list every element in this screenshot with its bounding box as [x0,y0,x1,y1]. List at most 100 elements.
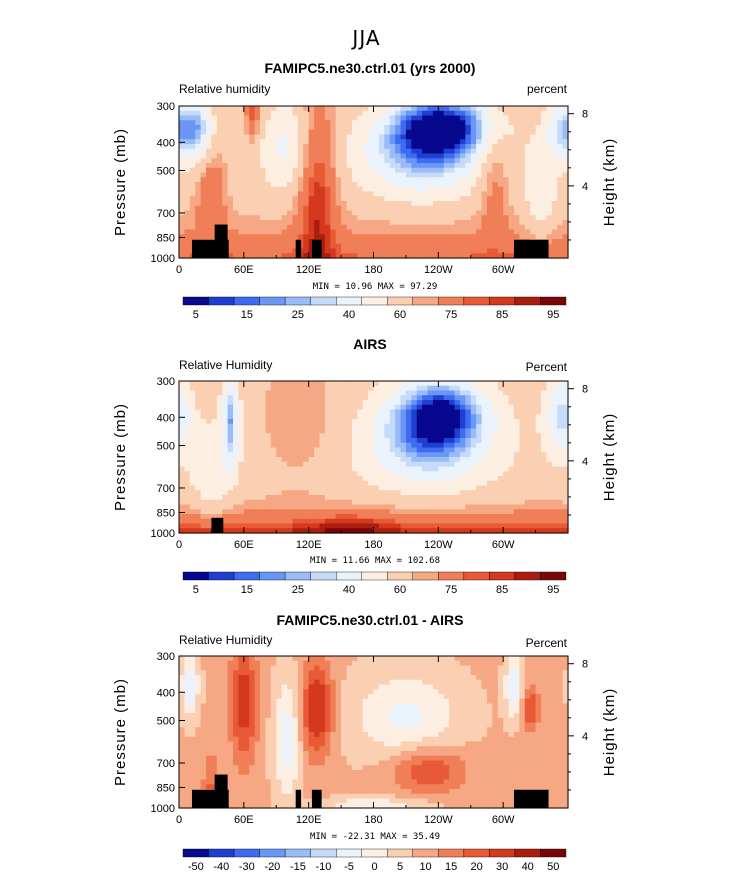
heatmap-cell [546,167,553,174]
heatmap-cell [373,433,380,439]
heatmap-cell [551,423,558,430]
heatmap-cell [470,167,477,174]
heatmap-cell [411,447,418,453]
heatmap-cell [427,253,434,259]
heatmap-cell [287,196,294,202]
heatmap-cell [535,224,542,231]
heatmap-cell [432,395,439,401]
heatmap-cell [432,452,439,458]
heatmap-cell [184,248,191,254]
heatmap-cell [497,239,504,245]
heatmap-cell [389,201,396,207]
heatmap-cell [443,414,450,420]
heatmap-cell [427,490,434,496]
heatmap-cell [254,447,261,453]
heatmap-cell [384,385,391,392]
heatmap-cell [535,660,542,667]
heatmap-cell [454,125,461,131]
heatmap-cell [319,509,326,515]
heatmap-cell [281,172,288,178]
heatmap-cell [432,656,439,662]
heatmap-cell [260,471,267,477]
heatmap-cell [416,220,423,226]
heatmap-cell [184,120,191,126]
heatmap-cell [276,442,283,449]
heatmap-cell [438,210,445,216]
heatmap-cell [486,115,493,121]
heatmap-cell [211,153,218,159]
heatmap-cell [292,243,299,250]
heatmap-cell [297,134,304,140]
heatmap-cell [411,466,418,472]
heatmap-cell [465,656,472,662]
heatmap-cell [562,172,569,178]
heatmap-cell [270,191,277,197]
heatmap-cell [378,182,385,188]
heatmap-cell [540,385,547,392]
heatmap-cell [254,504,261,510]
heatmap-cell [422,191,429,197]
heatmap-cell [330,476,337,482]
heatmap-cell [492,442,499,449]
heatmap-cell [384,167,391,174]
heatmap-cell [449,125,456,131]
heatmap-cell [546,129,553,136]
heatmap-cell [357,153,364,159]
heatmap-cell [508,186,515,193]
heatmap-cell [303,423,310,430]
heatmap-cell [530,466,537,472]
heatmap-cell [324,139,331,145]
heatmap-cell [454,518,461,525]
heatmap-cell [438,115,445,121]
heatmap-cell [346,395,353,401]
heatmap-cell [233,528,240,534]
heatmap-cell [292,134,299,140]
heatmap-cell [400,229,407,235]
heatmap-cell [400,404,407,411]
heatmap-cell [249,177,256,183]
heatmap-cell [535,139,542,145]
heatmap-cell [497,158,504,164]
heatmap-cell [335,158,342,164]
heatmap-cell [368,201,375,207]
heatmap-cell [341,381,348,387]
heatmap-cell [184,499,191,506]
heatmap-cell [200,220,207,226]
heatmap-cell [384,120,391,126]
heatmap-cell [249,239,256,245]
heatmap-cell [395,234,402,240]
heatmap-cell [378,196,385,202]
heatmap-cell [335,438,342,444]
heatmap-cell [400,438,407,444]
heatmap-cell [503,509,510,515]
heatmap-cell [530,153,537,159]
heatmap-cell [238,509,245,515]
heatmap-cell [449,153,456,159]
heatmap-cell [497,442,504,449]
heatmap-cell [551,385,558,392]
heatmap-cell [222,509,229,515]
heatmap-cell [459,139,466,145]
heatmap-cell [492,163,499,169]
heatmap-cell [195,110,202,117]
heatmap-cell [200,115,207,121]
heatmap-cell [254,115,261,121]
heatmap-cell [427,229,434,235]
heatmap-cell [265,106,272,112]
panel-1-plot: 0 60E 120E 180 120W 60W300400500700850100048P… [112,101,618,321]
heatmap-cell [357,390,364,396]
heatmap-cell [351,129,358,136]
heatmap-cell [405,476,412,482]
heatmap-cell [438,182,445,188]
heatmap-cell [449,385,456,392]
heatmap-cell [497,177,504,183]
heatmap-cell [206,220,213,226]
heatmap-cell [373,485,380,491]
heatmap-cell [227,158,234,164]
heatmap-cell [513,215,520,221]
heatmap-cell [416,106,423,112]
heatmap-cell [265,452,272,458]
heatmap-cell [400,499,407,506]
heatmap-cell [335,400,342,406]
heatmap-cell [314,177,321,183]
